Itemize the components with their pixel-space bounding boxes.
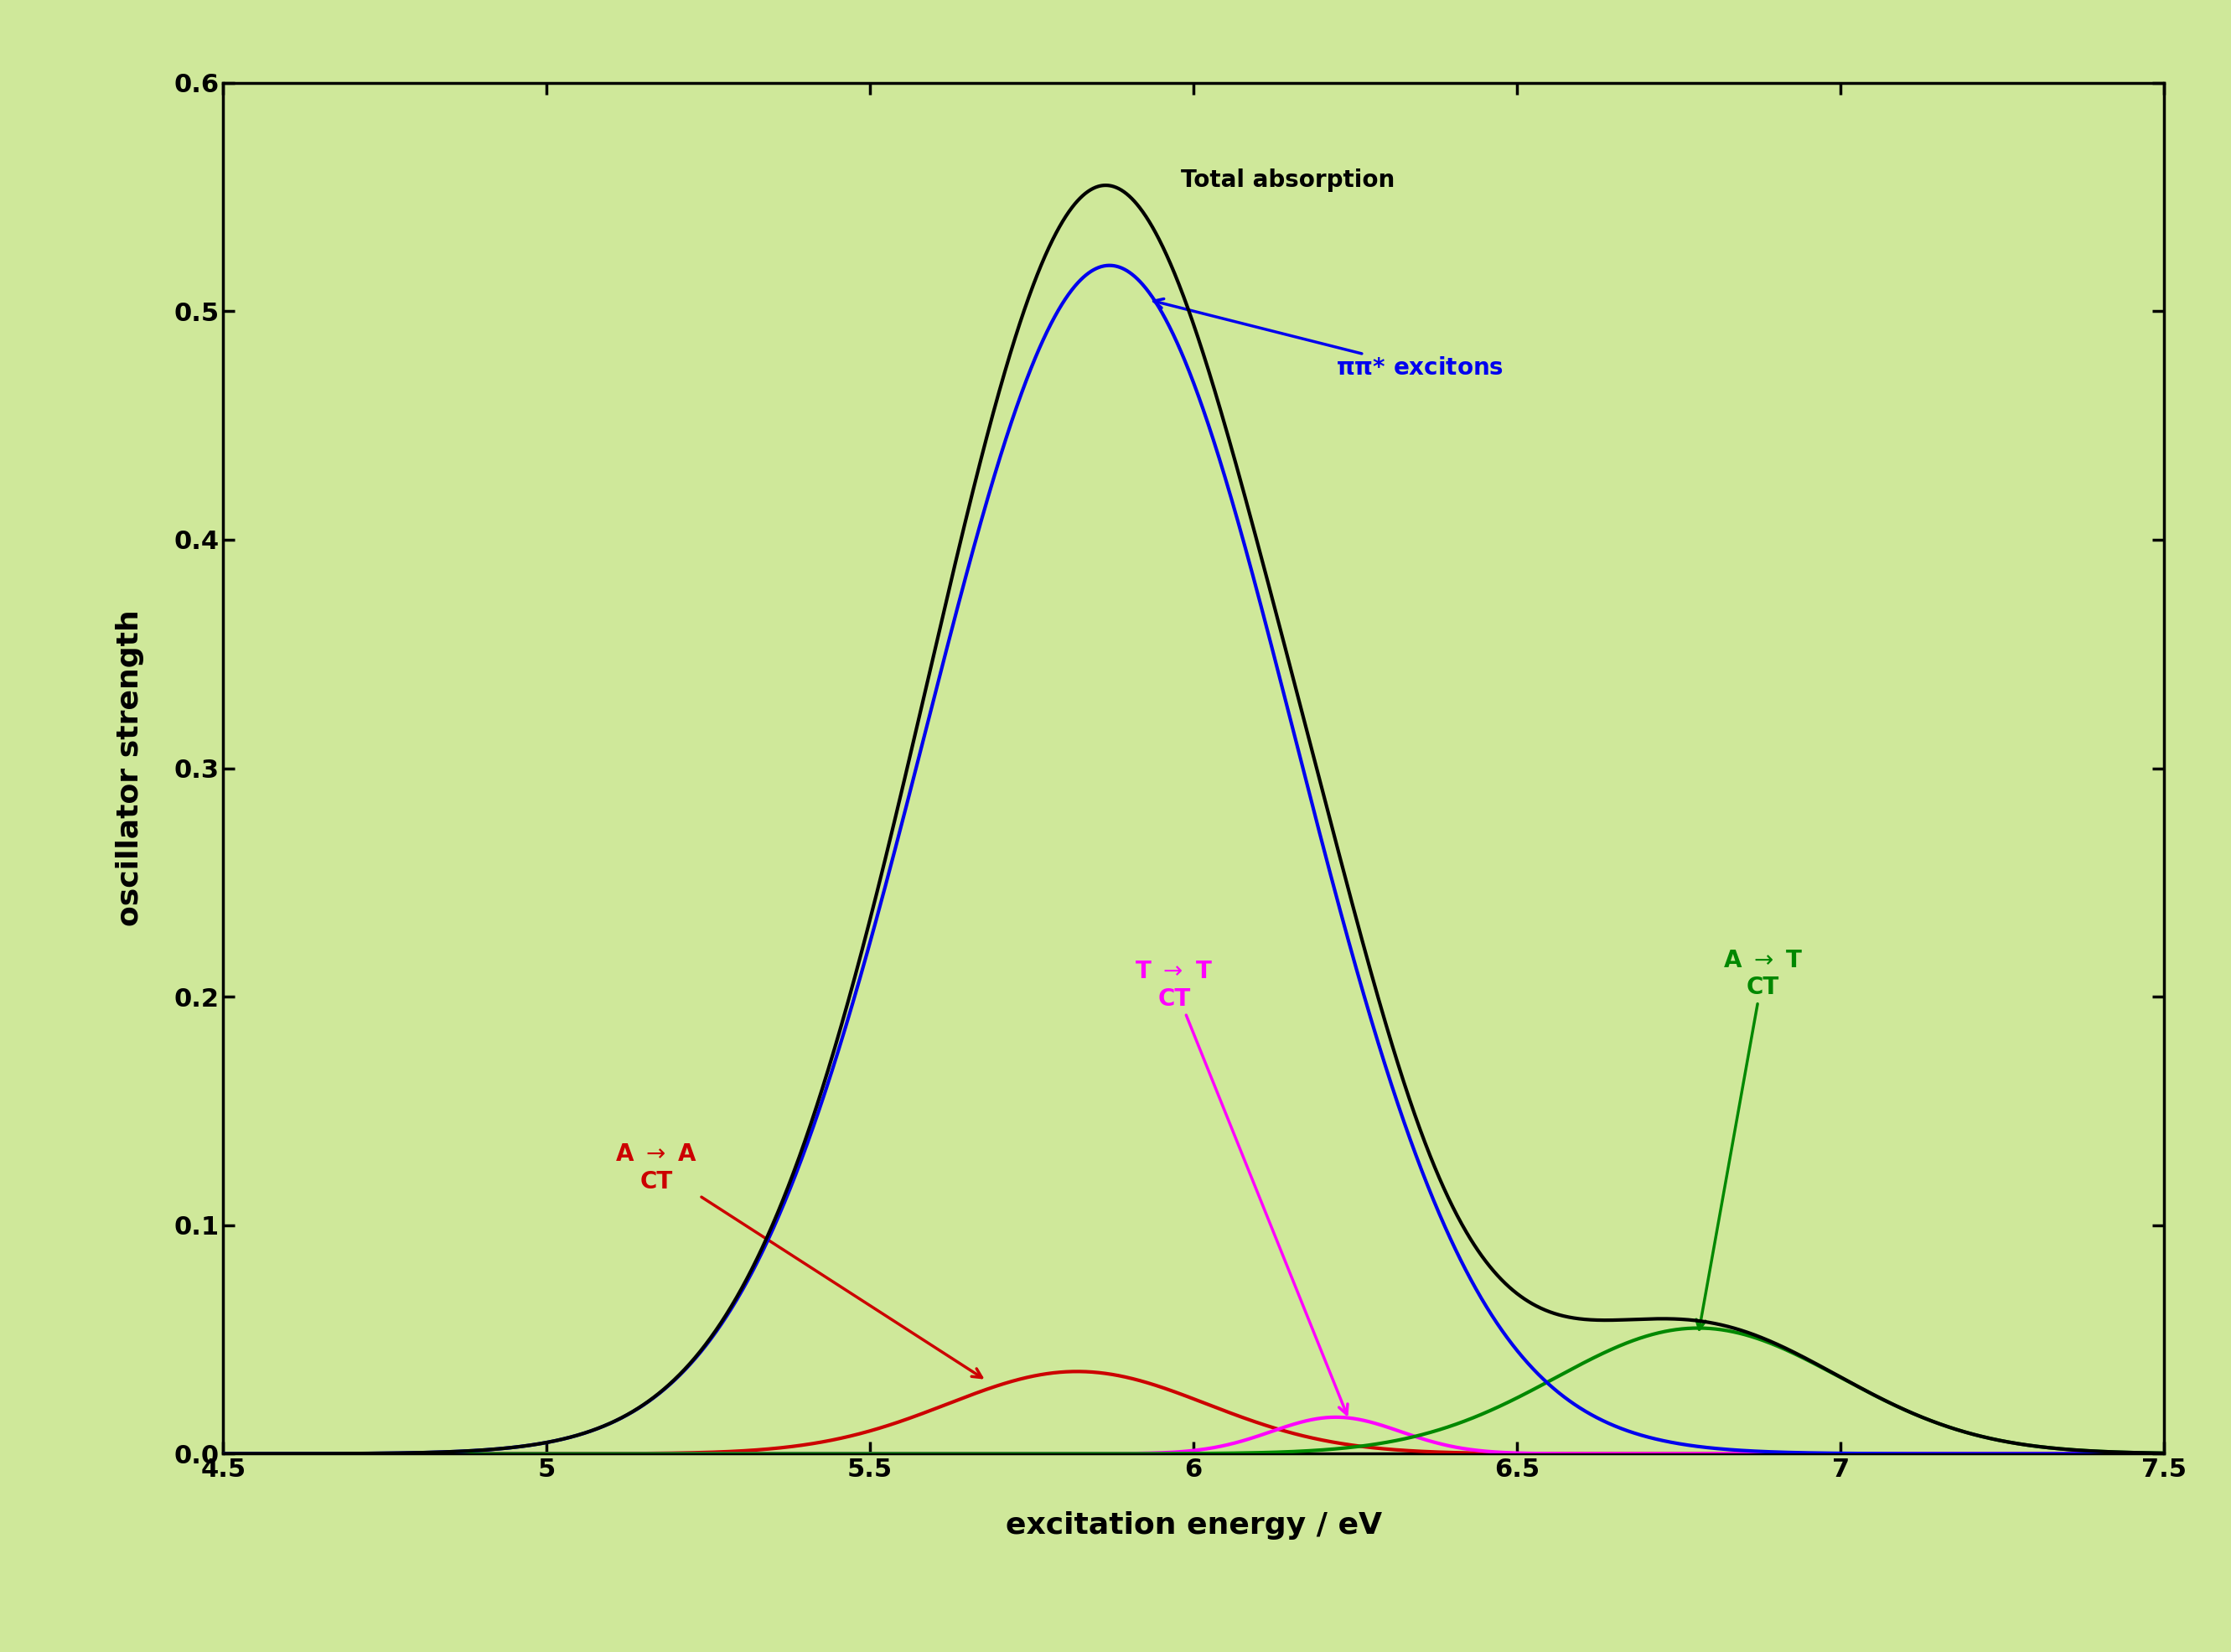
- X-axis label: excitation energy / eV: excitation energy / eV: [1006, 1512, 1381, 1540]
- Text: Total absorption: Total absorption: [1180, 169, 1394, 192]
- Text: $\mathbf{\pi\pi}$* excitons: $\mathbf{\pi\pi}$* excitons: [1153, 299, 1504, 380]
- Text: A $\rightarrow$ A
CT: A $\rightarrow$ A CT: [616, 1143, 982, 1378]
- Text: T $\rightarrow$ T
CT: T $\rightarrow$ T CT: [1136, 960, 1348, 1414]
- Text: A $\rightarrow$ T
CT: A $\rightarrow$ T CT: [1696, 948, 1803, 1330]
- Y-axis label: oscillator strength: oscillator strength: [116, 610, 145, 927]
